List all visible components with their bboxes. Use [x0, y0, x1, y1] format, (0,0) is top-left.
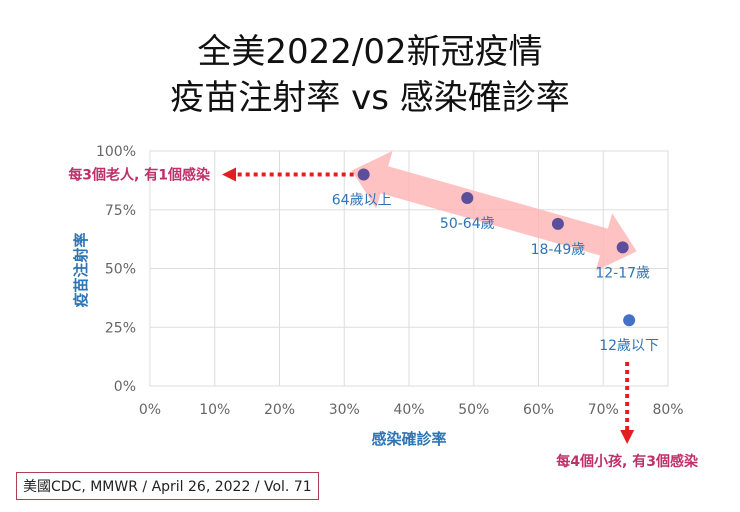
trend-double-arrow	[351, 150, 637, 271]
x-tick-label: 50%	[458, 402, 489, 418]
y-tick-label: 75%	[105, 203, 136, 219]
arrow-left-icon	[222, 167, 236, 182]
elderly-annotation: 每3個老人, 有1個感染	[68, 167, 211, 184]
data-label: 64歲以上	[332, 193, 392, 209]
x-tick-label: 70%	[588, 402, 619, 418]
x-tick-label: 20%	[264, 402, 295, 418]
y-tick-label: 100%	[96, 144, 136, 160]
data-point	[616, 241, 629, 254]
data-label: 50-64歲	[440, 216, 495, 232]
data-point	[623, 314, 636, 327]
source-citation: 美國CDC, MMWR / April 26, 2022 / Vol. 71	[16, 472, 319, 500]
y-axis-label: 疫苗注射率	[72, 232, 90, 307]
y-tick-label: 0%	[114, 379, 136, 395]
x-axis-label: 感染確診率	[371, 430, 446, 448]
data-label: 12歲以下	[599, 338, 659, 354]
x-tick-label: 60%	[523, 402, 554, 418]
data-point	[551, 217, 564, 230]
arrow-down-icon	[620, 430, 635, 444]
y-tick-label: 25%	[105, 320, 136, 336]
x-tick-label: 40%	[393, 402, 424, 418]
x-tick-label: 10%	[199, 402, 230, 418]
x-tick-label: 0%	[139, 402, 161, 418]
data-point	[461, 192, 474, 204]
data-label: 18-49歲	[531, 242, 586, 258]
children-annotation: 每4個小孩, 有3個感染	[556, 453, 699, 470]
chart-title-line1: 全美2022/02新冠疫情	[197, 32, 543, 72]
x-tick-label: 30%	[329, 402, 360, 418]
y-tick-label: 50%	[105, 262, 136, 278]
chart-title-line2: 疫苗注射率 vs 感染確診率	[170, 78, 570, 118]
x-tick-label: 80%	[652, 402, 683, 418]
data-point	[357, 168, 370, 181]
data-label: 12-17歲	[595, 265, 650, 281]
